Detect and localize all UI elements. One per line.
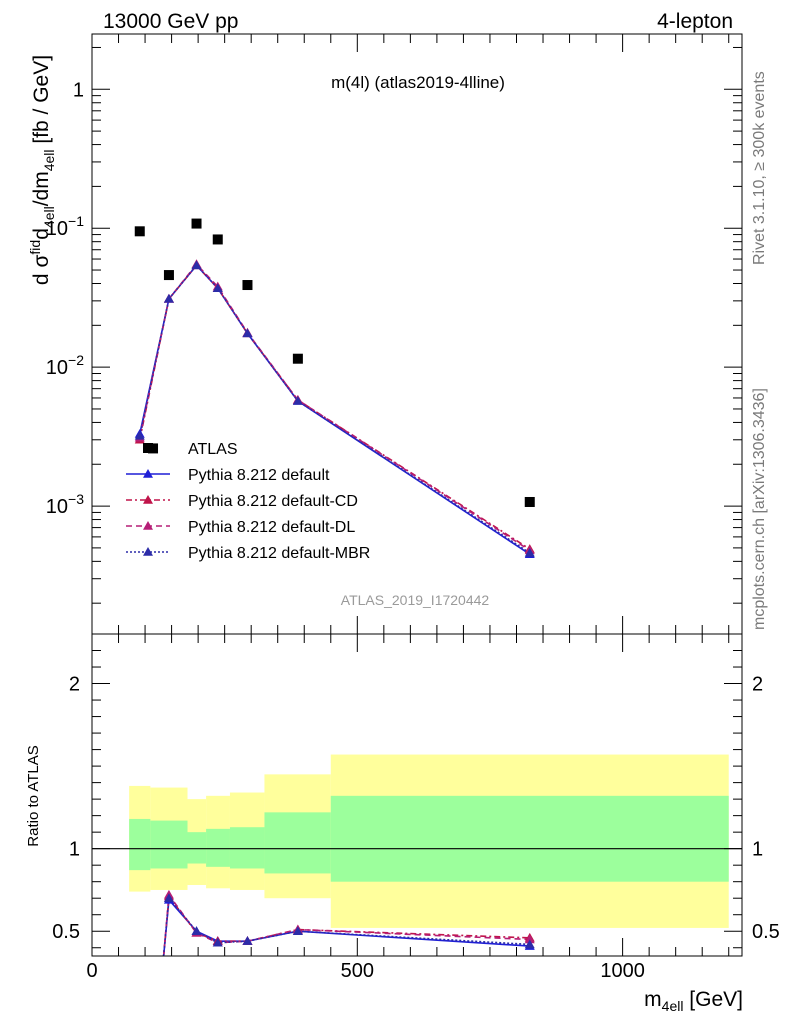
- ratio-plot-frame: [91, 633, 743, 957]
- ratio-marker-pythia-8-212-default-mbr: [191, 926, 202, 935]
- main-ylabel: d σfidd4ell/dm4ell [fb / GeV]: [27, 55, 57, 285]
- main-ytick-label: 1: [73, 79, 84, 101]
- legend-label-pythia-8-212-default: Pythia 8.212 default: [188, 467, 330, 484]
- ratio-marker-pythia-8-212-default-mbr: [292, 926, 303, 935]
- ratio-xtick-label: 500: [341, 960, 374, 982]
- atlas-data-point: [163, 270, 174, 281]
- ratio-xtick-label: 0: [86, 960, 97, 982]
- ratio-panel: [92, 754, 742, 956]
- tick-base: 10: [46, 218, 68, 240]
- atlas-data-point: [134, 226, 145, 237]
- ratio-marker-pythia-8-212-default-mbr: [212, 937, 223, 947]
- marker-pythia-8-212-default-mbr: [163, 293, 174, 303]
- legend-marker-pythia-8-212-default-cd: [143, 495, 153, 504]
- ylabel-sub2: 4ell: [41, 149, 57, 171]
- band-inner: [206, 828, 230, 867]
- band-inner: [150, 820, 188, 869]
- main-panel: [134, 218, 535, 559]
- atlas-data-point: [524, 496, 535, 507]
- xlabel-sub: 4ell: [662, 998, 684, 1014]
- main-plot-frame: [91, 33, 743, 635]
- marker-pythia-8-212-default-mbr: [212, 283, 223, 292]
- legend-label-pythia-8-212-default-mbr: Pythia 8.212 default-MBR: [188, 545, 370, 562]
- ratio-xtick-label: 1000: [600, 960, 645, 982]
- ylabel-c: [fb / GeV]: [30, 55, 53, 150]
- marker-pythia-8-212-default-mbr: [242, 328, 253, 338]
- band-inner: [129, 818, 151, 871]
- tick-exponent: −1: [68, 213, 84, 229]
- marker-pythia-8-212-default-mbr: [292, 396, 303, 405]
- legend-label-pythia-8-212-default-cd: Pythia 8.212 default-CD: [188, 493, 358, 510]
- ratio-ytick-label-right: 1: [752, 839, 763, 861]
- xlabel-main: m: [644, 988, 662, 1011]
- tick-base: 10: [46, 496, 68, 518]
- atlas-data-point: [191, 218, 202, 229]
- ratio-ytick-label-right: 2: [752, 674, 763, 696]
- header-right: 4-lepton: [657, 10, 733, 33]
- legend: ATLAS Pythia 8.212 default Pythia 8.212 de…: [126, 441, 370, 562]
- ratio-ytick-label-left: 2: [69, 674, 80, 696]
- tick-exponent: −2: [68, 352, 84, 368]
- legend-marker-pythia-8-212-default-mbr: [143, 547, 153, 556]
- main-ytick-label: 10−3: [46, 491, 84, 518]
- side-text-top: Rivet 3.1.10, ≥ 300k events: [751, 71, 768, 265]
- side-text-bottom: mcplots.cern.ch [arXiv:1306.3436]: [751, 388, 768, 630]
- header-left: 13000 GeV pp: [103, 10, 238, 33]
- ratio-ytick-label-left: 1: [69, 839, 80, 861]
- band-inner: [229, 827, 265, 869]
- band-inner: [187, 832, 207, 864]
- ylabel-d: d: [30, 228, 53, 240]
- band-inner: [330, 795, 729, 882]
- ylabel-sub1: 4ell: [41, 206, 57, 228]
- ratio-xlabel: m4ell [GeV]: [644, 988, 743, 1014]
- tick-base: 1: [73, 79, 84, 101]
- main-title: m(4l) (atlas2019-4lline): [331, 73, 505, 92]
- tick-exponent: −3: [68, 491, 84, 507]
- atlas-data-point: [292, 353, 303, 364]
- main-axes: 110−110−210−3: [46, 34, 742, 634]
- tick-base: 10: [46, 357, 68, 379]
- main-ytick-label: 10−2: [46, 352, 84, 379]
- ratio-axes: 0.5 0.5 1 1 2 2 0 500 1000: [52, 633, 780, 982]
- ratio-ylabel: Ratio to ATLAS: [25, 745, 42, 846]
- ratio-marker-pythia-8-212-default-dl: [524, 934, 535, 944]
- legend-label-atlas: ATLAS: [188, 441, 238, 458]
- xlabel-unit: [GeV]: [683, 988, 743, 1011]
- marker-pythia-8-212-default-mbr: [524, 547, 535, 557]
- ratio-marker-pythia-8-212-default-mbr: [163, 893, 174, 902]
- legend-marker-pythia-8-212-default: [143, 469, 153, 478]
- atlas-data-point: [212, 234, 223, 245]
- legend-marker-atlas: [143, 443, 153, 453]
- ratio-ytick-label-left: 0.5: [52, 921, 80, 943]
- ratio-marker-pythia-8-212-default-mbr: [524, 939, 535, 949]
- ylabel-a: d σ: [30, 255, 53, 286]
- marker-pythia-8-212-default-mbr: [191, 260, 202, 270]
- main-ytick-label: 10−1: [46, 213, 84, 240]
- ratio-ytick-label-right: 0.5: [752, 921, 780, 943]
- legend-label-pythia-8-212-default-dl: Pythia 8.212 default-DL: [188, 519, 355, 536]
- legend-marker-pythia-8-212-default-dl: [143, 521, 153, 530]
- watermark: ATLAS_2019_I1720442: [341, 592, 490, 608]
- band-inner: [264, 812, 331, 874]
- marker-pythia-8-212-default-mbr: [134, 430, 145, 440]
- atlas-data-point: [148, 443, 159, 454]
- atlas-data-point: [242, 280, 253, 291]
- ylabel-fid: fid: [27, 240, 43, 255]
- ylabel-b: /dm: [30, 171, 53, 206]
- svg-text:d σfidd4ell/dm4ell [fb / GeV]: d σfidd4ell/dm4ell [fb / GeV]: [27, 55, 57, 285]
- ratio-marker-pythia-8-212-default-mbr: [242, 936, 253, 945]
